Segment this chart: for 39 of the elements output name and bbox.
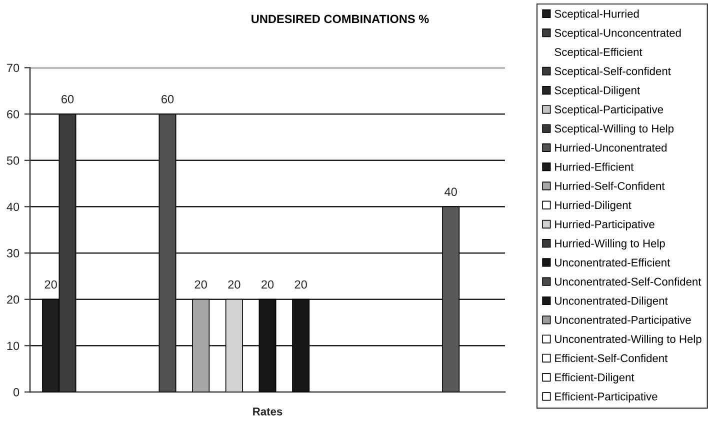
legend-label: Efficient-Diligent — [555, 373, 634, 384]
y-tick-label: 0 — [13, 388, 20, 396]
data-label: 60 — [62, 95, 74, 104]
legend-label: Hurried-Self-Confident — [555, 182, 665, 190]
legend-label: Sceptical-Diligent — [554, 86, 640, 96]
text: Sceptical-Efficient — [554, 48, 642, 58]
legend-label: Hurried-Participative — [555, 220, 654, 230]
y-tick-label: 10 — [7, 342, 20, 350]
legend-label: Sceptical-Hurried — [554, 10, 639, 20]
y-tick-label: 40 — [6, 202, 20, 212]
legend-label: Unconentrated-Efficient — [555, 258, 670, 266]
y-tick-label: 70 — [7, 64, 20, 72]
legend-label: Unconentrated-Participative — [555, 316, 691, 326]
legend-label: Unconentrated-Self-Confident — [555, 277, 702, 286]
y-tick-label: 30 — [6, 249, 20, 258]
legend-label: Hurried-Efficient — [555, 162, 634, 171]
legend-label: Sceptical-Self-confident — [554, 66, 671, 78]
chart-title: UNDESIRED COMBINATIONS % — [252, 14, 429, 24]
y-tick-label: 60 — [7, 110, 20, 118]
data-label: 20 — [262, 280, 274, 289]
legend-label: Hurried-Unconentrated — [555, 144, 667, 152]
legend-label: Unconentrated-Willing to Help — [555, 334, 702, 346]
y-tick-label: 50 — [6, 156, 20, 165]
legend-label: Unconentrated-Diligent — [555, 296, 668, 307]
data-label: 40 — [444, 188, 457, 196]
legend-label: Hurried-Willing to Help — [555, 239, 665, 250]
data-label: 20 — [194, 280, 207, 289]
legend-label: Sceptical-Unconcentrated — [554, 28, 681, 40]
x-tick-label: Rates — [253, 408, 282, 416]
data-label: 60 — [162, 95, 174, 104]
data-label: 20 — [294, 280, 307, 289]
legend-label: Efficient-Participative — [555, 392, 658, 403]
legend-label: Efficient-Self-Confident — [555, 354, 668, 362]
data-label: 20 — [228, 280, 240, 289]
legend-label: Hurried-Diligent — [555, 200, 632, 212]
legend-label: Sceptical-Willing to Help — [554, 124, 674, 135]
data-label: 20 — [44, 280, 57, 289]
legend-label: Sceptical-Participative — [554, 105, 664, 116]
y-tick-label: 20 — [7, 295, 20, 304]
